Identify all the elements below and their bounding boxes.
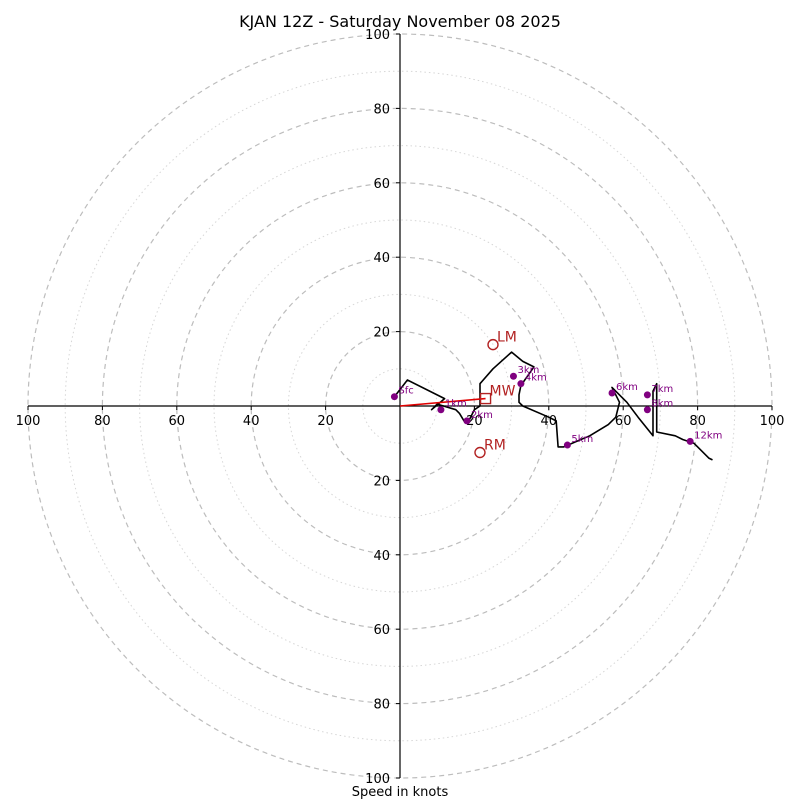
chart-title: KJAN 12Z - Saturday November 08 2025 [239,12,561,31]
height-point-label-3: 3km [517,365,539,376]
shear-layer [399,397,486,407]
height-point-label-0: Sfc [398,386,413,397]
tick-label-bottom-60: 60 [373,623,390,638]
tick-label-right-80: 80 [689,414,706,429]
height-point-4 [517,380,525,388]
tick-label-right-100: 100 [760,414,785,429]
storm-motion-label-mw: MW [490,384,516,400]
tick-label-top-100: 100 [365,28,390,43]
height-point-label-9: 12km [694,430,722,441]
tick-label-right-60: 60 [615,414,632,429]
x-axis-label: Speed in knots [352,785,449,800]
tick-label-top-20: 20 [373,326,390,341]
height-point-2 [463,417,471,425]
height-point-8 [643,406,651,414]
storm-motion-marker-mw [479,392,492,405]
height-point-label-1: 1km [445,399,467,410]
axis-ticks: 2020202040404040606060608080808010010010… [16,28,785,787]
height-point-label-6: 6km [616,382,638,393]
height-point-1 [437,406,445,414]
height-point-7 [643,391,651,399]
height-point-label-8: 8km [651,399,673,410]
tick-label-top-40: 40 [373,251,390,266]
height-point-3 [509,372,517,380]
tick-label-left-80: 80 [94,414,111,429]
tick-label-bottom-20: 20 [373,474,390,489]
height-point-9 [686,437,694,445]
tick-label-bottom-100: 100 [365,772,390,787]
height-point-label-4: 4km [525,373,547,384]
tick-label-top-60: 60 [373,177,390,192]
height-point-label-5: 5km [571,434,593,445]
height-point-5 [563,441,571,449]
tick-label-bottom-80: 80 [373,698,390,713]
tick-label-top-80: 80 [373,102,390,117]
tick-label-bottom-40: 40 [373,549,390,564]
tick-label-right-40: 40 [541,414,558,429]
height-point-6 [608,389,616,397]
storm-motion-marker-rm [474,446,486,459]
storm-motion-label-lm: LM [497,330,517,346]
tick-label-left-20: 20 [317,414,334,429]
storm-motion-label-rm: RM [484,438,506,454]
tick-label-left-100: 100 [16,414,41,429]
tick-label-left-40: 40 [243,414,260,429]
storm-motion-layer: LM RM MW [474,330,517,459]
tick-label-left-60: 60 [169,414,186,429]
height-point-label-2: 2km [471,410,493,421]
shear-vector-line [399,397,486,407]
height-point-0 [390,393,398,401]
storm-motion-marker-lm [487,338,499,351]
height-point-label-7: 7km [651,384,673,395]
